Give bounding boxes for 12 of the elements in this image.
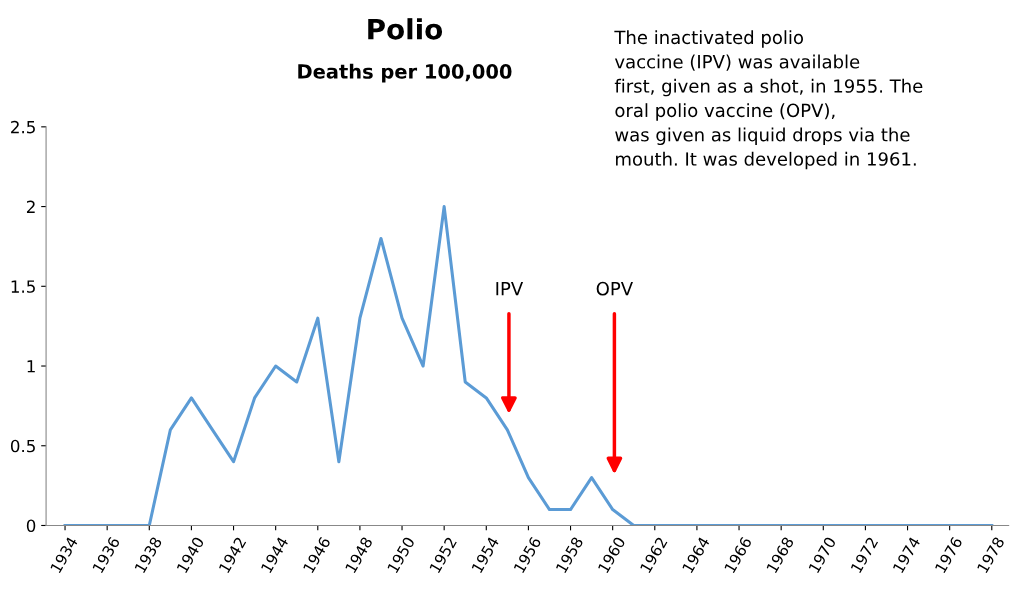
chart-subtitle: Deaths per 100,000 [298, 63, 512, 83]
y-tick-label: 0 [26, 519, 36, 533]
annotation: OPV [596, 281, 633, 296]
line-series [63, 205, 994, 526]
annotation: IPV [496, 282, 524, 296]
y-tick-label: 0.5 [10, 439, 35, 453]
y-tick-label: 2 [26, 200, 35, 213]
y-tick-label: 1.5 [11, 280, 35, 293]
annotation: The inactivated polio vaccine (IPV) was available first, given as a shot, in 1955. The oral polio vaccine (OPV), was given as liquid drops via the mouth. It was developed in 1961. [614, 30, 923, 170]
chart-title: Polio [368, 18, 443, 40]
y-tick-label: 1 [27, 360, 35, 373]
y-tick-label: 2.5 [11, 120, 35, 134]
